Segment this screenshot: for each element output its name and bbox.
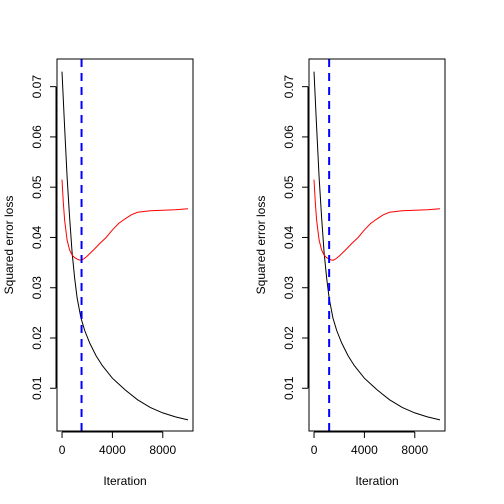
- x-tick-label: 0: [311, 443, 318, 457]
- y-tick-label: 0.05: [282, 175, 296, 199]
- y-tick-label: 0.07: [282, 75, 296, 99]
- series-line-0: [313, 71, 441, 421]
- y-tick-label: 0.02: [30, 326, 44, 350]
- x-axis-title: Iteration: [355, 474, 398, 488]
- series-line-0: [61, 71, 189, 421]
- chart-panel-right: 0 4000 8000 0.01 0.02 0.03 0.04 0.05 0.06 0.07 Ite…: [254, 58, 446, 488]
- y-tick-label: 0.01: [30, 376, 44, 400]
- plot-frame: [56, 58, 194, 432]
- y-tick-label: 0.06: [282, 125, 296, 149]
- x-tick-label: 8000: [401, 443, 428, 457]
- y-tick-label: 0.03: [30, 276, 44, 300]
- x-axis-title: Iteration: [103, 474, 146, 488]
- y-axis-title: Squared error loss: [2, 196, 16, 295]
- x-tick-label: 8000: [149, 443, 176, 457]
- x-tick-label: 4000: [99, 443, 126, 457]
- y-tick-label: 0.04: [282, 225, 296, 249]
- x-tick-label: 4000: [351, 443, 378, 457]
- series-line-1: [313, 179, 441, 261]
- y-tick-label: 0.05: [30, 175, 44, 199]
- y-tick-label: 0.06: [30, 125, 44, 149]
- y-axis-title: Squared error loss: [254, 196, 268, 295]
- y-tick-label: 0.07: [30, 75, 44, 99]
- plot-frame: [308, 58, 446, 432]
- y-tick-label: 0.03: [282, 276, 296, 300]
- y-tick-label: 0.04: [30, 225, 44, 249]
- series-line-1: [61, 179, 189, 261]
- y-tick-label: 0.01: [282, 376, 296, 400]
- x-tick-label: 0: [59, 443, 66, 457]
- chart-panel-left: 0 4000 8000 0.01 0.02 0.03 0.04 0.05 0.06 0.07 Ite…: [2, 58, 194, 488]
- y-tick-label: 0.02: [282, 326, 296, 350]
